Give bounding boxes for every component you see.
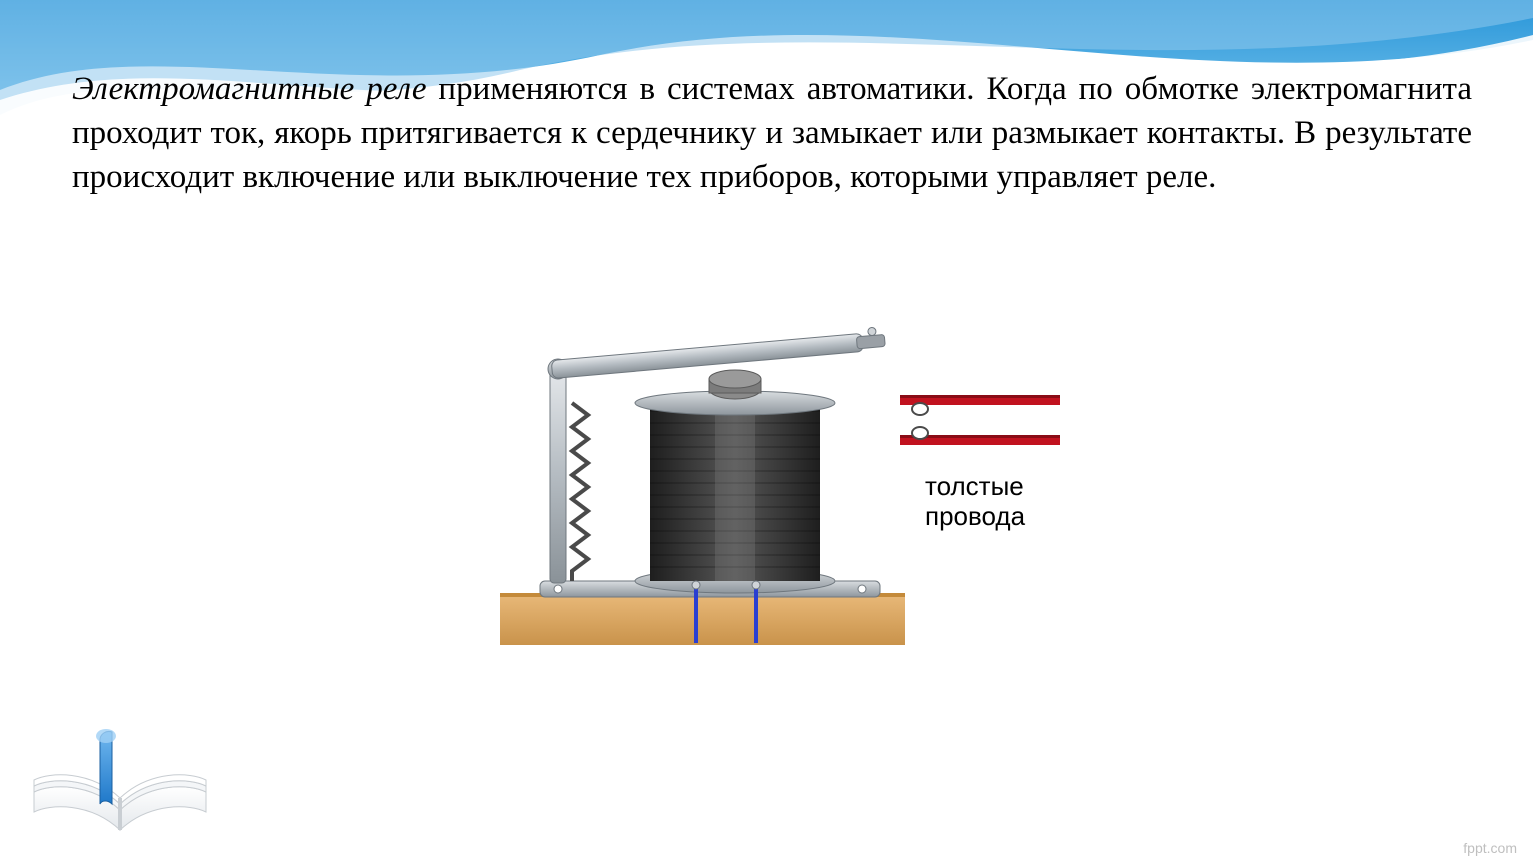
coil-terminal-2: [752, 581, 760, 589]
body-paragraph: Электромагнитные реле применяются в сист…: [72, 68, 1472, 200]
book-icon: [30, 712, 210, 842]
armature-lever: [551, 326, 886, 378]
watermark: fppt.com: [1463, 840, 1517, 856]
base-rivet-left: [554, 585, 562, 593]
label-thick-wires-line2: провода: [925, 501, 1026, 531]
lead-term: Электромагнитные реле: [72, 71, 426, 107]
table-surface: [500, 595, 905, 645]
armature-upright: [550, 365, 566, 583]
return-spring: [572, 403, 588, 581]
coil-terminal-1: [692, 581, 700, 589]
slide: Электромагнитные реле применяются в сист…: [0, 0, 1533, 864]
core-cap-rim: [709, 370, 761, 388]
label-thick-wires-line1: толстые: [925, 471, 1024, 501]
base-rivet-right: [858, 585, 866, 593]
relay-diagram: толстые провода: [500, 285, 1070, 645]
heavy-contacts: [900, 395, 1060, 445]
coil-highlight: [715, 403, 755, 581]
